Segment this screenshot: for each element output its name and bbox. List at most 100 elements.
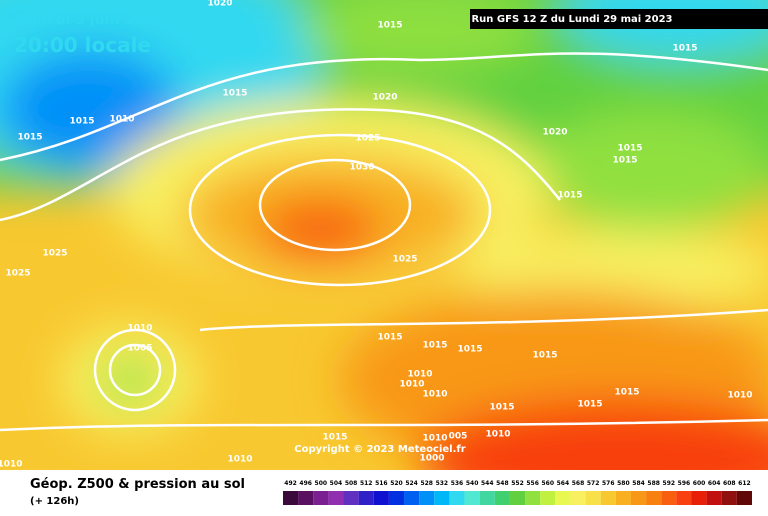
isobar-label: 1005 bbox=[127, 344, 152, 354]
isobar-label: 1015 bbox=[69, 117, 94, 127]
isobar-label: 1015 bbox=[457, 345, 482, 355]
isobar-label: 1015 bbox=[672, 44, 697, 54]
scale-swatch bbox=[661, 491, 677, 505]
scale-label: 496 bbox=[299, 480, 312, 487]
isobar-label: 1015 bbox=[577, 400, 602, 410]
scale-label: 544 bbox=[481, 480, 494, 487]
scale-label: 504 bbox=[330, 480, 343, 487]
isobar-label: 1025 bbox=[392, 255, 417, 265]
isobar-label: 1015 bbox=[557, 191, 582, 201]
isobar-label: 005 bbox=[449, 432, 468, 442]
isobar-label: 1015 bbox=[17, 133, 42, 143]
scale-label: 540 bbox=[466, 480, 479, 487]
scale-swatch bbox=[434, 491, 450, 505]
scale-swatch bbox=[298, 491, 314, 505]
scale-label: 512 bbox=[360, 480, 373, 487]
scale-label: 604 bbox=[708, 480, 721, 487]
scale-swatch bbox=[494, 491, 510, 505]
scale-swatch bbox=[555, 491, 571, 505]
scale-label: 608 bbox=[723, 480, 736, 487]
scale-swatch bbox=[540, 491, 556, 505]
scale-swatch bbox=[570, 491, 586, 505]
isobar-label: 1015 bbox=[422, 341, 447, 351]
isobar-label: 1015 bbox=[377, 333, 402, 343]
isobar-label: 1020 bbox=[207, 0, 232, 9]
isobar-label: 1010 bbox=[399, 380, 424, 390]
isobars bbox=[0, 52, 768, 432]
scale-swatch bbox=[358, 491, 374, 505]
scale-swatch bbox=[404, 491, 420, 505]
isobar-label: 1025 bbox=[5, 269, 30, 279]
isobar-label: 1015 bbox=[612, 156, 637, 166]
isobar-label: 1010 bbox=[422, 434, 447, 444]
isobar-label: 1010 bbox=[407, 370, 432, 380]
scale-label: 564 bbox=[557, 480, 570, 487]
scale-label: 500 bbox=[315, 480, 328, 487]
isobar-label: 1015 bbox=[489, 403, 514, 413]
run-box bbox=[470, 9, 768, 29]
isobar-label: 1015 bbox=[617, 144, 642, 154]
isobar-label: 1015 bbox=[222, 89, 247, 99]
scale-swatch bbox=[343, 491, 359, 505]
scale-swatch bbox=[721, 491, 737, 505]
isobar-label: 1015 bbox=[532, 351, 557, 361]
scale-swatch bbox=[600, 491, 616, 505]
scale-swatch bbox=[283, 491, 299, 505]
scale-label: 508 bbox=[345, 480, 358, 487]
scale-label: 600 bbox=[693, 480, 706, 487]
isobar-label: 1015 bbox=[614, 388, 639, 398]
scale-label: 520 bbox=[390, 480, 403, 487]
footer-title: Géop. Z500 & pression au sol bbox=[30, 477, 245, 492]
scale-label: 576 bbox=[602, 480, 615, 487]
isobar-label: 1020 bbox=[372, 93, 397, 103]
isobar-label: 1025 bbox=[42, 249, 67, 259]
isobar-label: 1030 bbox=[349, 163, 374, 173]
scale-label: 516 bbox=[375, 480, 388, 487]
isobar-label: 1025 bbox=[355, 134, 380, 144]
isobar-label: 1010 bbox=[127, 324, 152, 334]
scale-label: 592 bbox=[663, 480, 676, 487]
scale-swatch bbox=[313, 491, 329, 505]
scale-swatch bbox=[691, 491, 707, 505]
isobar-label: 1015 bbox=[322, 433, 347, 443]
isobar-label: 1010 bbox=[227, 455, 252, 465]
isobar-label: 1010 bbox=[727, 391, 752, 401]
scale-label: 532 bbox=[436, 480, 449, 487]
isobar-label: 1010 bbox=[0, 460, 23, 470]
scale-label: 612 bbox=[738, 480, 751, 487]
run-info: Run GFS 12 Z du Lundi 29 mai 2023 bbox=[471, 14, 672, 25]
scale-swatch bbox=[328, 491, 344, 505]
scale-swatch bbox=[706, 491, 722, 505]
date: Samedi 3 juin 2023 bbox=[12, 12, 163, 28]
scale-label: 548 bbox=[496, 480, 509, 487]
isobar-label: 1015 bbox=[377, 21, 402, 31]
scale-label: 568 bbox=[572, 480, 585, 487]
scale-label: 572 bbox=[587, 480, 600, 487]
scale-swatch bbox=[646, 491, 662, 505]
time: 20:00 locale bbox=[14, 33, 151, 57]
isobar-label: 1010 bbox=[485, 430, 510, 440]
scale-swatch bbox=[585, 491, 601, 505]
forecast-hour: (+ 126h) bbox=[30, 496, 79, 507]
scale-label: 556 bbox=[526, 480, 539, 487]
isobar-label: 1010 bbox=[109, 115, 134, 125]
scale-swatch bbox=[676, 491, 692, 505]
isobar-label: 1010 bbox=[422, 390, 447, 400]
scale-swatch bbox=[479, 491, 495, 505]
scale-swatch bbox=[464, 491, 480, 505]
scale-swatch bbox=[615, 491, 631, 505]
scale-swatch bbox=[630, 491, 647, 505]
scale-label: 552 bbox=[511, 480, 524, 487]
isobar-label: 1020 bbox=[542, 128, 567, 138]
scale-swatch bbox=[525, 491, 541, 505]
scale-label: 560 bbox=[541, 480, 554, 487]
scale-swatch bbox=[373, 491, 389, 505]
copyright: Copyright © 2023 Meteociel.fr bbox=[294, 444, 465, 455]
scale-swatch bbox=[419, 491, 435, 505]
scale-swatch bbox=[388, 491, 405, 505]
scale-label: 536 bbox=[451, 480, 464, 487]
scale-label: 588 bbox=[647, 480, 660, 487]
